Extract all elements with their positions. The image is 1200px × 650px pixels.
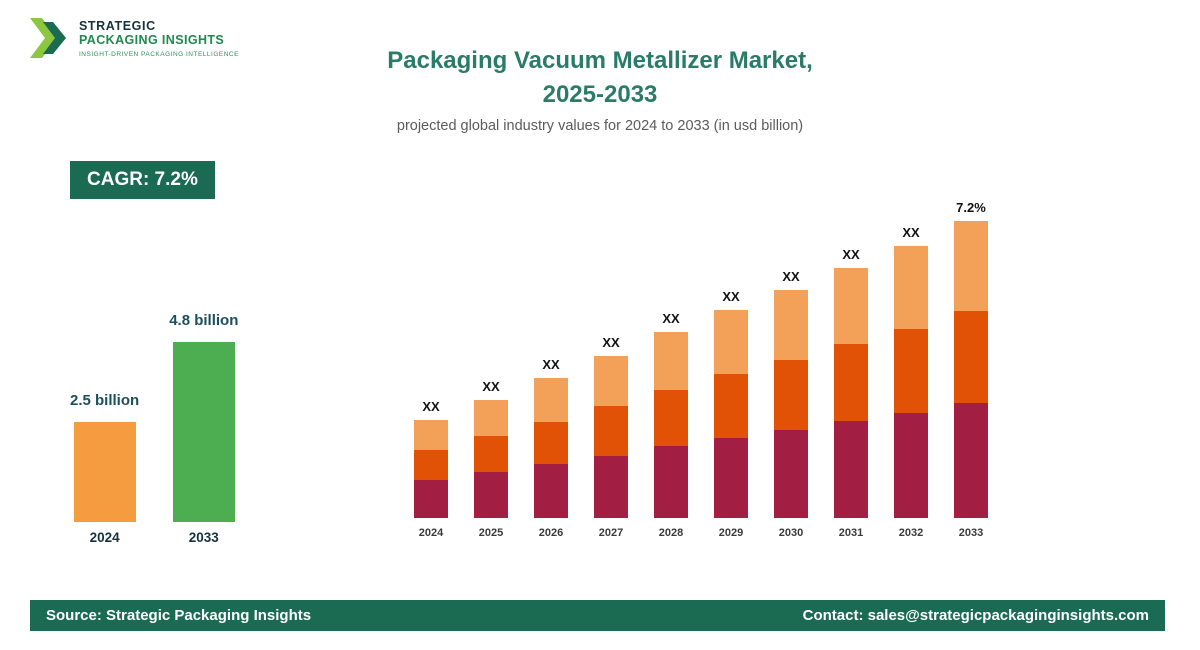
stacked-bar-group: XX 2032 <box>894 225 928 539</box>
mini-bar-chart: 2.5 billion 2024 4.8 billion 2033 <box>70 312 238 545</box>
stacked-bar-year-label: 2032 <box>898 527 924 539</box>
stacked-bar-value-label: XX <box>602 335 620 350</box>
stacked-bar-group: XX 2028 <box>654 311 688 539</box>
chart-header: Packaging Vacuum Metallizer Market, 2025-… <box>220 44 980 134</box>
stacked-bar-value-label: XX <box>422 399 440 414</box>
logo-brand-line2: PACKAGING INSIGHTS <box>79 32 225 47</box>
mini-bar <box>172 342 235 522</box>
mini-bar <box>73 422 136 522</box>
footer-contact: Contact: sales@strategicpackaginginsight… <box>802 607 1149 624</box>
stacked-bar-segment-middle-segment <box>834 344 868 421</box>
logo: STRATEGIC PACKAGING INSIGHTS INSIGHT-DRI… <box>30 14 239 62</box>
stacked-bar-segment-top-segment <box>474 400 508 436</box>
stacked-bar-segment-top-segment <box>414 420 448 450</box>
stacked-bar <box>894 246 928 518</box>
stacked-bar-segment-bottom-segment <box>834 421 868 518</box>
page-title-line1: Packaging Vacuum Metallizer Market, <box>387 47 813 74</box>
stacked-bar-group: XX 2027 <box>594 335 628 539</box>
logo-tagline: INSIGHT-DRIVEN PACKAGING INTELLIGENCE <box>79 50 239 58</box>
stacked-bar-segment-middle-segment <box>414 450 448 480</box>
stacked-bar-segment-bottom-segment <box>474 472 508 518</box>
stacked-bar-segment-top-segment <box>654 332 688 390</box>
stacked-bar-segment-top-segment <box>714 310 748 374</box>
stacked-bar-segment-middle-segment <box>954 311 988 403</box>
stacked-bar-segment-top-segment <box>834 268 868 344</box>
mini-bar-value-label: 2.5 billion <box>70 392 140 409</box>
stacked-bar-value-label: XX <box>902 225 920 240</box>
stacked-bar <box>654 332 688 518</box>
stacked-bar-year-label: 2028 <box>658 527 684 539</box>
stacked-bar-group: XX 2029 <box>714 289 748 539</box>
stacked-bar-group: XX 2030 <box>774 269 808 539</box>
stacked-bar-year-label: 2029 <box>718 527 744 539</box>
stacked-bar <box>414 420 448 518</box>
stacked-bar-segment-middle-segment <box>654 390 688 446</box>
stacked-bar-value-label: XX <box>542 357 560 372</box>
stacked-bar-value-label: XX <box>482 379 500 394</box>
stacked-bar-value-label: XX <box>782 269 800 284</box>
logo-chevrons-icon <box>30 18 66 58</box>
mini-bar-year-label: 2024 <box>89 530 120 545</box>
footer-bar: Source: Strategic Packaging Insights Con… <box>30 600 1165 631</box>
stacked-bar-segment-bottom-segment <box>954 403 988 518</box>
logo-brand-line1: STRATEGIC <box>79 18 156 33</box>
stacked-bar-year-label: 2025 <box>478 527 504 539</box>
stacked-bar <box>594 356 628 518</box>
footer-source: Source: Strategic Packaging Insights <box>46 607 312 624</box>
stacked-bar-year-label: 2027 <box>598 527 624 539</box>
stacked-bar-year-label: 2030 <box>778 527 804 539</box>
stacked-bar-segment-middle-segment <box>534 422 568 464</box>
page-title-line2: 2025-2033 <box>542 81 658 108</box>
stacked-bar-segment-bottom-segment <box>534 464 568 518</box>
stacked-bar-segment-middle-segment <box>894 329 928 413</box>
logo-text: STRATEGIC PACKAGING INSIGHTS INSIGHT-DRI… <box>79 19 239 58</box>
stacked-bar-year-label: 2024 <box>418 527 444 539</box>
stacked-bar-year-label: 2033 <box>958 527 984 539</box>
stacked-bar-value-label: XX <box>662 311 680 326</box>
stacked-bar-segment-bottom-segment <box>774 430 808 518</box>
stacked-bar <box>714 310 748 518</box>
stacked-bar-segment-bottom-segment <box>594 456 628 518</box>
cagr-badge: CAGR: 7.2% <box>70 161 215 199</box>
stacked-bar-value-label: XX <box>842 247 860 262</box>
mini-bar-value-label: 4.8 billion <box>169 312 239 329</box>
stacked-bar-segment-bottom-segment <box>654 446 688 518</box>
mini-bar-year-label: 2033 <box>188 530 219 545</box>
stacked-bar-group: XX 2025 <box>474 379 508 539</box>
stacked-bar-group: XX 2031 <box>834 247 868 539</box>
page-subtitle: projected global industry values for 202… <box>396 118 804 134</box>
stacked-bar-segment-top-segment <box>954 221 988 311</box>
stacked-bar-segment-middle-segment <box>774 360 808 430</box>
mini-bar-group: 4.8 billion 2033 <box>169 312 238 545</box>
stacked-bar-year-label: 2031 <box>838 527 864 539</box>
stacked-bar <box>474 400 508 518</box>
stacked-bar-segment-top-segment <box>534 378 568 422</box>
stacked-bar-segment-bottom-segment <box>714 438 748 518</box>
stacked-bar-segment-middle-segment <box>714 374 748 438</box>
stacked-bar <box>774 290 808 518</box>
stacked-bar-segment-middle-segment <box>474 436 508 472</box>
stacked-bar-segment-middle-segment <box>594 406 628 456</box>
stacked-bar-group: XX 2024 <box>414 399 448 539</box>
stacked-bar-group: XX 2026 <box>534 357 568 539</box>
stacked-bar <box>534 378 568 518</box>
stacked-bar-value-label: 7.2% <box>956 200 986 215</box>
stacked-bar-segment-top-segment <box>594 356 628 406</box>
page-title: Packaging Vacuum Metallizer Market, 2025-… <box>220 44 980 112</box>
stacked-bar-segment-top-segment <box>894 246 928 329</box>
stacked-bar-value-label: XX <box>722 289 740 304</box>
stacked-bar-chart: XX 2024 XX 2025 XX 2026 XX 2027 XX 2028 XX 2029 XX 20… <box>414 200 988 539</box>
stacked-bar-group: 7.2% 2033 <box>954 200 988 539</box>
stacked-bar <box>954 221 988 518</box>
mini-bar-group: 2.5 billion 2024 <box>70 392 139 545</box>
stacked-bar <box>834 268 868 518</box>
stacked-bar-segment-top-segment <box>774 290 808 360</box>
stacked-bar-segment-bottom-segment <box>414 480 448 518</box>
stacked-bar-year-label: 2026 <box>538 527 564 539</box>
stacked-bar-segment-bottom-segment <box>894 413 928 518</box>
